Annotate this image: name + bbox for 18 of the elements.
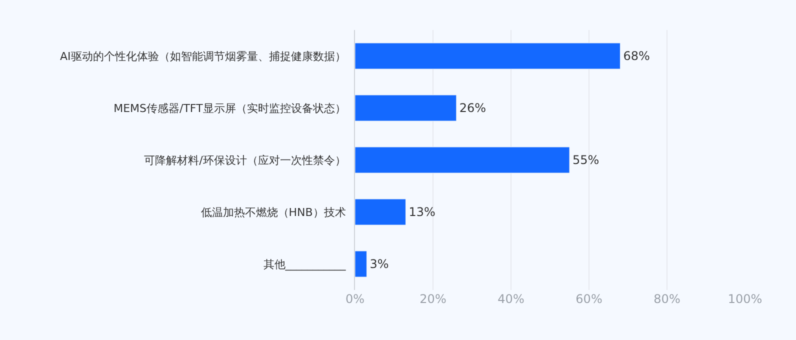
x-tick-label: 80% <box>654 292 680 306</box>
y-tick-label: MEMS传感器/TFT显示屏（实时监控设备状态） <box>114 102 346 115</box>
data-label: 55% <box>572 153 600 167</box>
bar <box>355 250 367 278</box>
y-tick-label: 可降解材料/环保设计（应对一次性禁令） <box>144 154 346 167</box>
x-tick-label: 60% <box>576 292 602 306</box>
x-tick-label: 100% <box>728 292 762 306</box>
data-label: 68% <box>623 49 650 63</box>
data-label: 26% <box>459 101 486 115</box>
x-tick-label: 0% <box>345 292 365 306</box>
y-tick-label: 低温加热不燃烧（HNB）技术 <box>200 206 346 219</box>
data-label: 13% <box>408 205 436 219</box>
y-tick-label: 其他___________ <box>263 258 346 271</box>
x-tick-label: 20% <box>420 292 446 306</box>
y-tick-label: AI驱动的个性化体验（如智能调节烟雾量、捕捉健康数据） <box>60 50 346 63</box>
data-label: 3% <box>370 257 389 271</box>
x-tick-label: 40% <box>498 292 524 306</box>
bar <box>355 198 406 226</box>
